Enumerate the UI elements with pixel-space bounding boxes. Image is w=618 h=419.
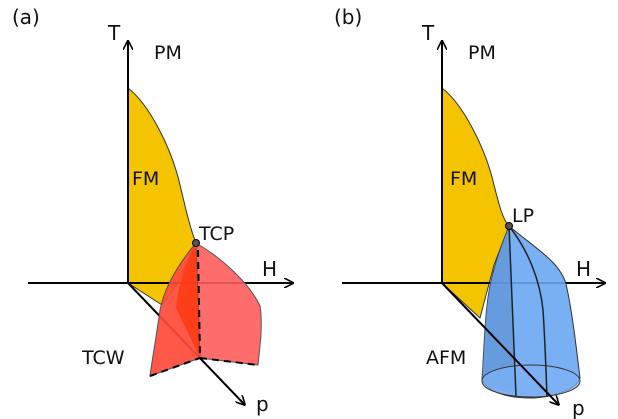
panel-a-tcp-label: TCP [198,223,234,245]
panel-a-dashed-vertical [197,249,201,359]
panel-b-lp-label: LP [512,205,534,227]
panel-a-dashed-bottom-left [149,357,201,377]
panel-a-h-axis-label: H [262,257,277,281]
panel-b-afm-base [481,364,581,398]
panel-b-dome-right-line [508,225,548,398]
panel-b-h-axis-label: H [576,257,591,281]
panel-b-p-axis [441,282,558,404]
panel-b-p-axis-label: p [572,396,585,419]
panel-a-label: (a) [12,5,40,29]
panel-a: (a) T PM FM TCP H TCW p [12,5,292,416]
panel-a-tcw-label: TCW [81,347,125,369]
panel-b-fm-label: FM [450,168,477,190]
panel-a-fm-label: FM [132,168,159,190]
panel-b-t-axis-label: T [421,21,435,45]
panel-a-wing-inner [176,243,200,358]
panel-a-pm-label: PM [154,42,182,64]
panel-b-lp-point [505,222,513,230]
panel-b-afm-label: AFM [426,347,466,369]
panel-a-tcp-point [192,239,200,247]
panel-b: (b) T PM FM LP H AFM p [334,5,604,419]
panel-a-p-axis-label: p [256,392,269,416]
panel-a-dashed-bottom-right [199,357,259,366]
panel-b-pm-label: PM [468,42,496,64]
panel-a-wing-right [195,242,262,366]
panel-b-label: (b) [334,5,362,29]
panel-a-t-axis-label: T [107,21,121,45]
panel-b-dome-center-line [508,225,517,397]
